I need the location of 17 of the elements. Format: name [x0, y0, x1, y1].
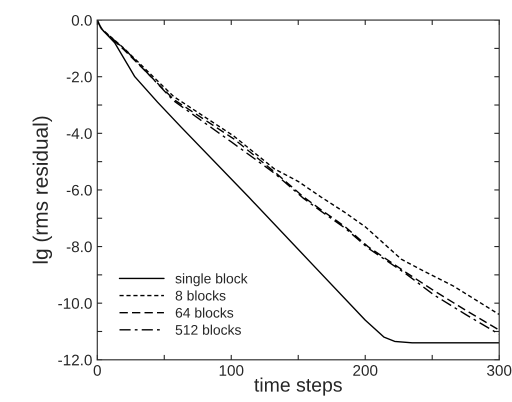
legend-label: 64 blocks	[176, 308, 234, 318]
y-axis-title: lg (rms residual)	[32, 116, 52, 264]
y-tick-label: -6.0	[66, 184, 92, 196]
y-tick-label: -10.0	[58, 298, 92, 309]
legend-label: single block	[175, 273, 248, 286]
y-tick-label: -2.0	[66, 72, 92, 82]
y-tick-label: -12.0	[58, 354, 92, 366]
legend-label: 512 blocks	[176, 324, 241, 335]
y-tick-label: 0.0	[72, 14, 92, 26]
legend-label: 8 blocks	[176, 290, 226, 301]
y-tick-label: -4.0	[66, 128, 92, 140]
y-tick-label: -8.0	[66, 241, 92, 252]
x-axis-title: time steps	[254, 378, 342, 396]
x-tick-label: 200	[353, 365, 378, 376]
x-tick-label: 100	[220, 365, 244, 376]
x-tick-label: 0	[94, 365, 101, 376]
x-tick-label: 300	[487, 365, 512, 376]
